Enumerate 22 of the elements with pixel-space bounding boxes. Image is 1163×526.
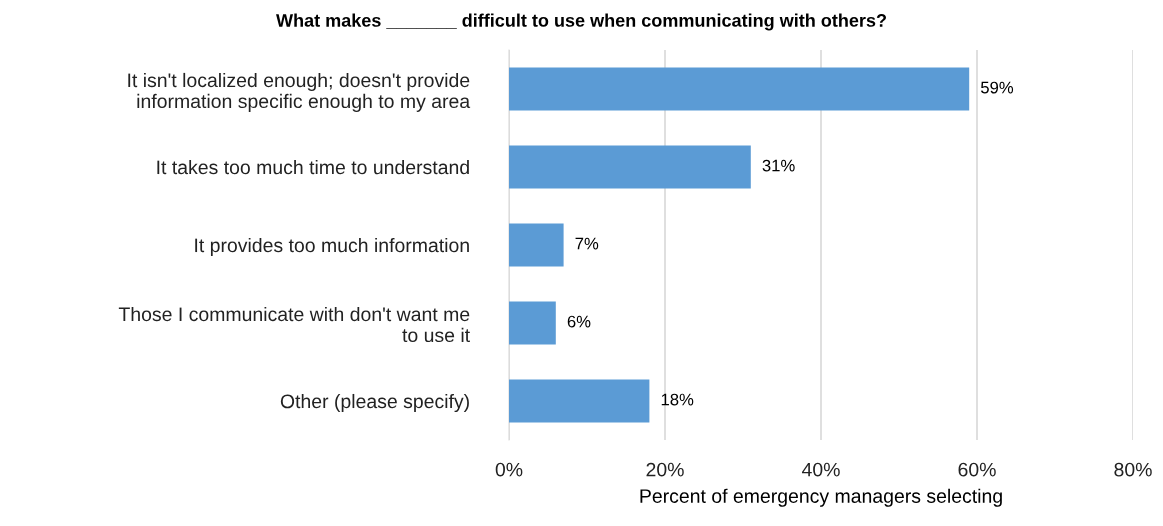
x-tick-label: 40%: [801, 462, 840, 477]
data-label: 7%: [575, 237, 599, 250]
bar: [509, 145, 751, 189]
y-tick-label: It provides too much information: [195, 237, 469, 257]
y-tick-label: It isn't localized enough; doesn't provide information specific enough to my area: [128, 72, 471, 112]
x-tick-label: 0%: [495, 462, 523, 477]
x-tick-label: 80%: [1114, 462, 1152, 477]
data-label: 59%: [980, 81, 1014, 94]
y-tick-label: Those I communicate with don't want me to use it: [118, 306, 470, 343]
data-label: 31%: [762, 159, 795, 172]
data-label: 6%: [567, 315, 591, 328]
y-tick-label: Other (please specify): [280, 393, 469, 413]
x-axis-title: Percent of emergency managers selecting: [640, 488, 1002, 507]
bar: [509, 379, 650, 423]
bar: [509, 223, 564, 267]
x-tick-label: 60%: [958, 462, 996, 477]
bar: [509, 301, 556, 345]
y-tick-label: It takes too much time to understand: [157, 159, 469, 175]
bar: [509, 67, 970, 111]
chart-title: What makes _______ difficult to use when communicating with others?: [276, 13, 886, 31]
x-tick-label: 20%: [646, 462, 684, 477]
data-label: 18%: [661, 393, 694, 406]
